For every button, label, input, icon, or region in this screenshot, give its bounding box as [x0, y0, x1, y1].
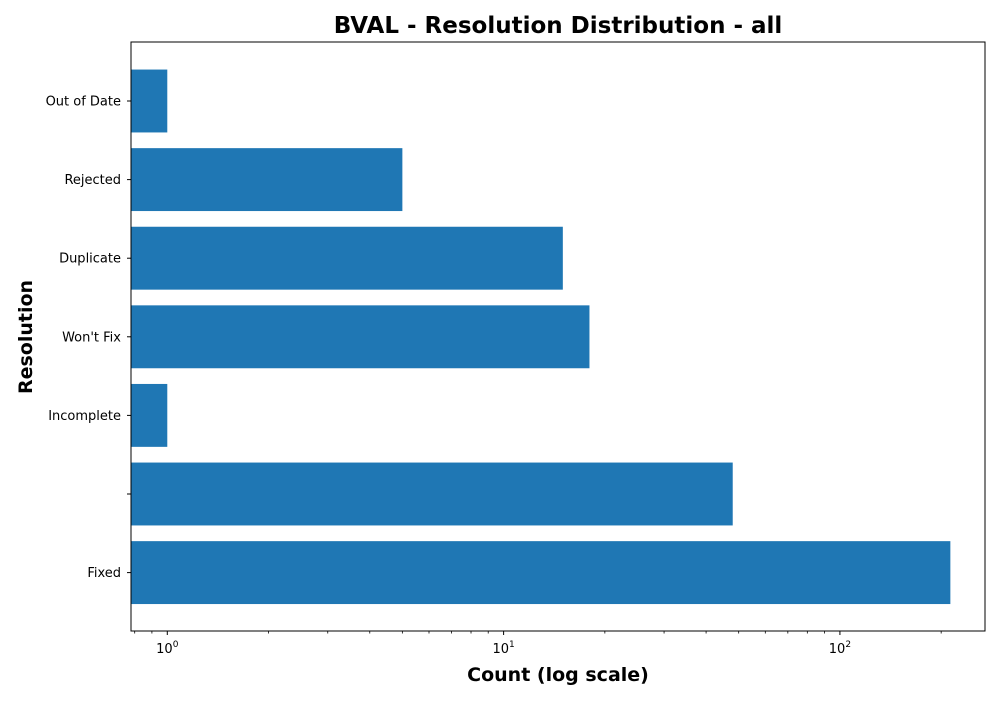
bar-blank-5 [131, 462, 733, 526]
y-axis: Out of Date Rejected Duplicate Won't Fix Inc… [46, 95, 131, 581]
y-tick-label: Rejected [64, 173, 121, 188]
bar-duplicate [131, 226, 563, 290]
bar-won-t-fix [131, 305, 590, 369]
y-tick-label: Fixed [87, 566, 121, 581]
x-axis-label: Count (log scale) [467, 664, 649, 686]
y-axis-label: Resolution [15, 280, 37, 394]
y-tick-label: Incomplete [48, 409, 121, 424]
y-tick-label: Won't Fix [62, 330, 121, 345]
bar-incomplete [131, 383, 168, 447]
bar-out-of-date [131, 69, 168, 133]
bars-layer [131, 69, 951, 605]
x-axis: 100 101 102 [134, 631, 942, 657]
chart-title: BVAL - Resolution Distribution - all [334, 13, 783, 39]
x-tick-label: 102 [829, 640, 851, 657]
y-tick-label: Out of Date [46, 95, 121, 110]
bar-rejected [131, 148, 403, 212]
x-tick-label: 100 [156, 640, 179, 657]
y-tick-label: Duplicate [59, 252, 121, 267]
x-tick-label: 101 [492, 640, 514, 657]
bar-fixed [131, 541, 951, 605]
